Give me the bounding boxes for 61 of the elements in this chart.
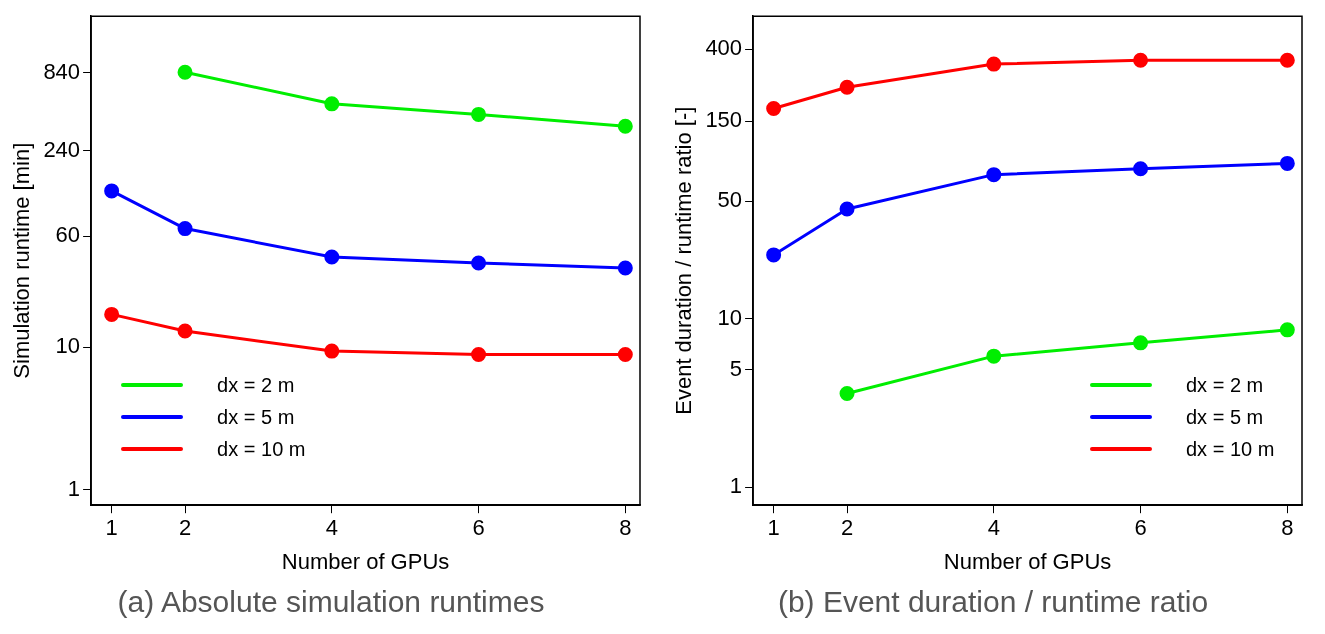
legend-label: dx = 5 m	[217, 405, 295, 431]
point	[324, 96, 340, 112]
x-tick-label: 8	[1281, 515, 1294, 541]
point	[986, 348, 1002, 364]
x-tick-label: 6	[472, 515, 485, 541]
y-tick-label: 400	[705, 35, 743, 61]
legend-label: dx = 2 m	[217, 373, 295, 399]
x-axis-title: Number of GPUs	[281, 548, 450, 574]
y-tick-label: 1	[67, 475, 81, 501]
point	[617, 346, 633, 362]
point	[177, 221, 193, 237]
y-tick-label: 10	[55, 333, 81, 359]
point	[617, 118, 633, 134]
text: (b) Event duration / runtime ratio	[776, 585, 1210, 619]
x-tick-label: 1	[105, 515, 118, 541]
x-tick-label: 1	[767, 515, 780, 541]
point	[766, 101, 782, 117]
point	[617, 260, 633, 276]
point	[1279, 155, 1295, 171]
point	[324, 343, 340, 359]
point	[1133, 335, 1149, 351]
point	[104, 306, 120, 322]
point	[471, 346, 487, 362]
y-tick-label: 50	[717, 187, 743, 213]
x-tick-label: 8	[619, 515, 632, 541]
x-tick-label: 2	[178, 515, 192, 541]
text: (a) Absolute simulation runtimes	[116, 585, 546, 619]
x-tick-label: 4	[987, 515, 1000, 541]
point	[177, 323, 193, 339]
y-tick-label: 60	[55, 222, 81, 248]
y-axis-title: Simulation runtime [min]	[9, 142, 35, 379]
point	[471, 106, 487, 122]
y-tick-label: 240	[43, 136, 81, 162]
point	[104, 183, 120, 199]
point	[1133, 161, 1149, 177]
point	[839, 201, 855, 217]
point	[839, 79, 855, 95]
point	[1279, 52, 1295, 68]
legend-label: dx = 10 m	[1186, 437, 1275, 463]
point	[766, 247, 782, 263]
legend-label: dx = 10 m	[217, 437, 306, 463]
x-tick-label: 2	[840, 515, 854, 541]
point	[986, 56, 1002, 72]
point	[471, 255, 487, 271]
x-tick-label: 6	[1134, 515, 1147, 541]
point	[324, 249, 340, 265]
y-axis-title: Event duration / runtime ratio [-]	[671, 106, 697, 415]
point	[1133, 52, 1149, 68]
legend-label: dx = 2 m	[1186, 373, 1264, 399]
y-tick-label: 5	[729, 355, 743, 381]
y-tick-label: 840	[43, 58, 81, 84]
point	[1279, 322, 1295, 338]
x-axis-title: Number of GPUs	[943, 548, 1112, 574]
point	[177, 64, 193, 80]
y-tick-label: 1	[729, 473, 743, 499]
x-tick-label: 4	[325, 515, 338, 541]
point	[986, 167, 1002, 183]
y-tick-label: 10	[717, 304, 743, 330]
legend-label: dx = 5 m	[1186, 405, 1264, 431]
point	[839, 385, 855, 401]
y-tick-label: 150	[705, 107, 743, 133]
